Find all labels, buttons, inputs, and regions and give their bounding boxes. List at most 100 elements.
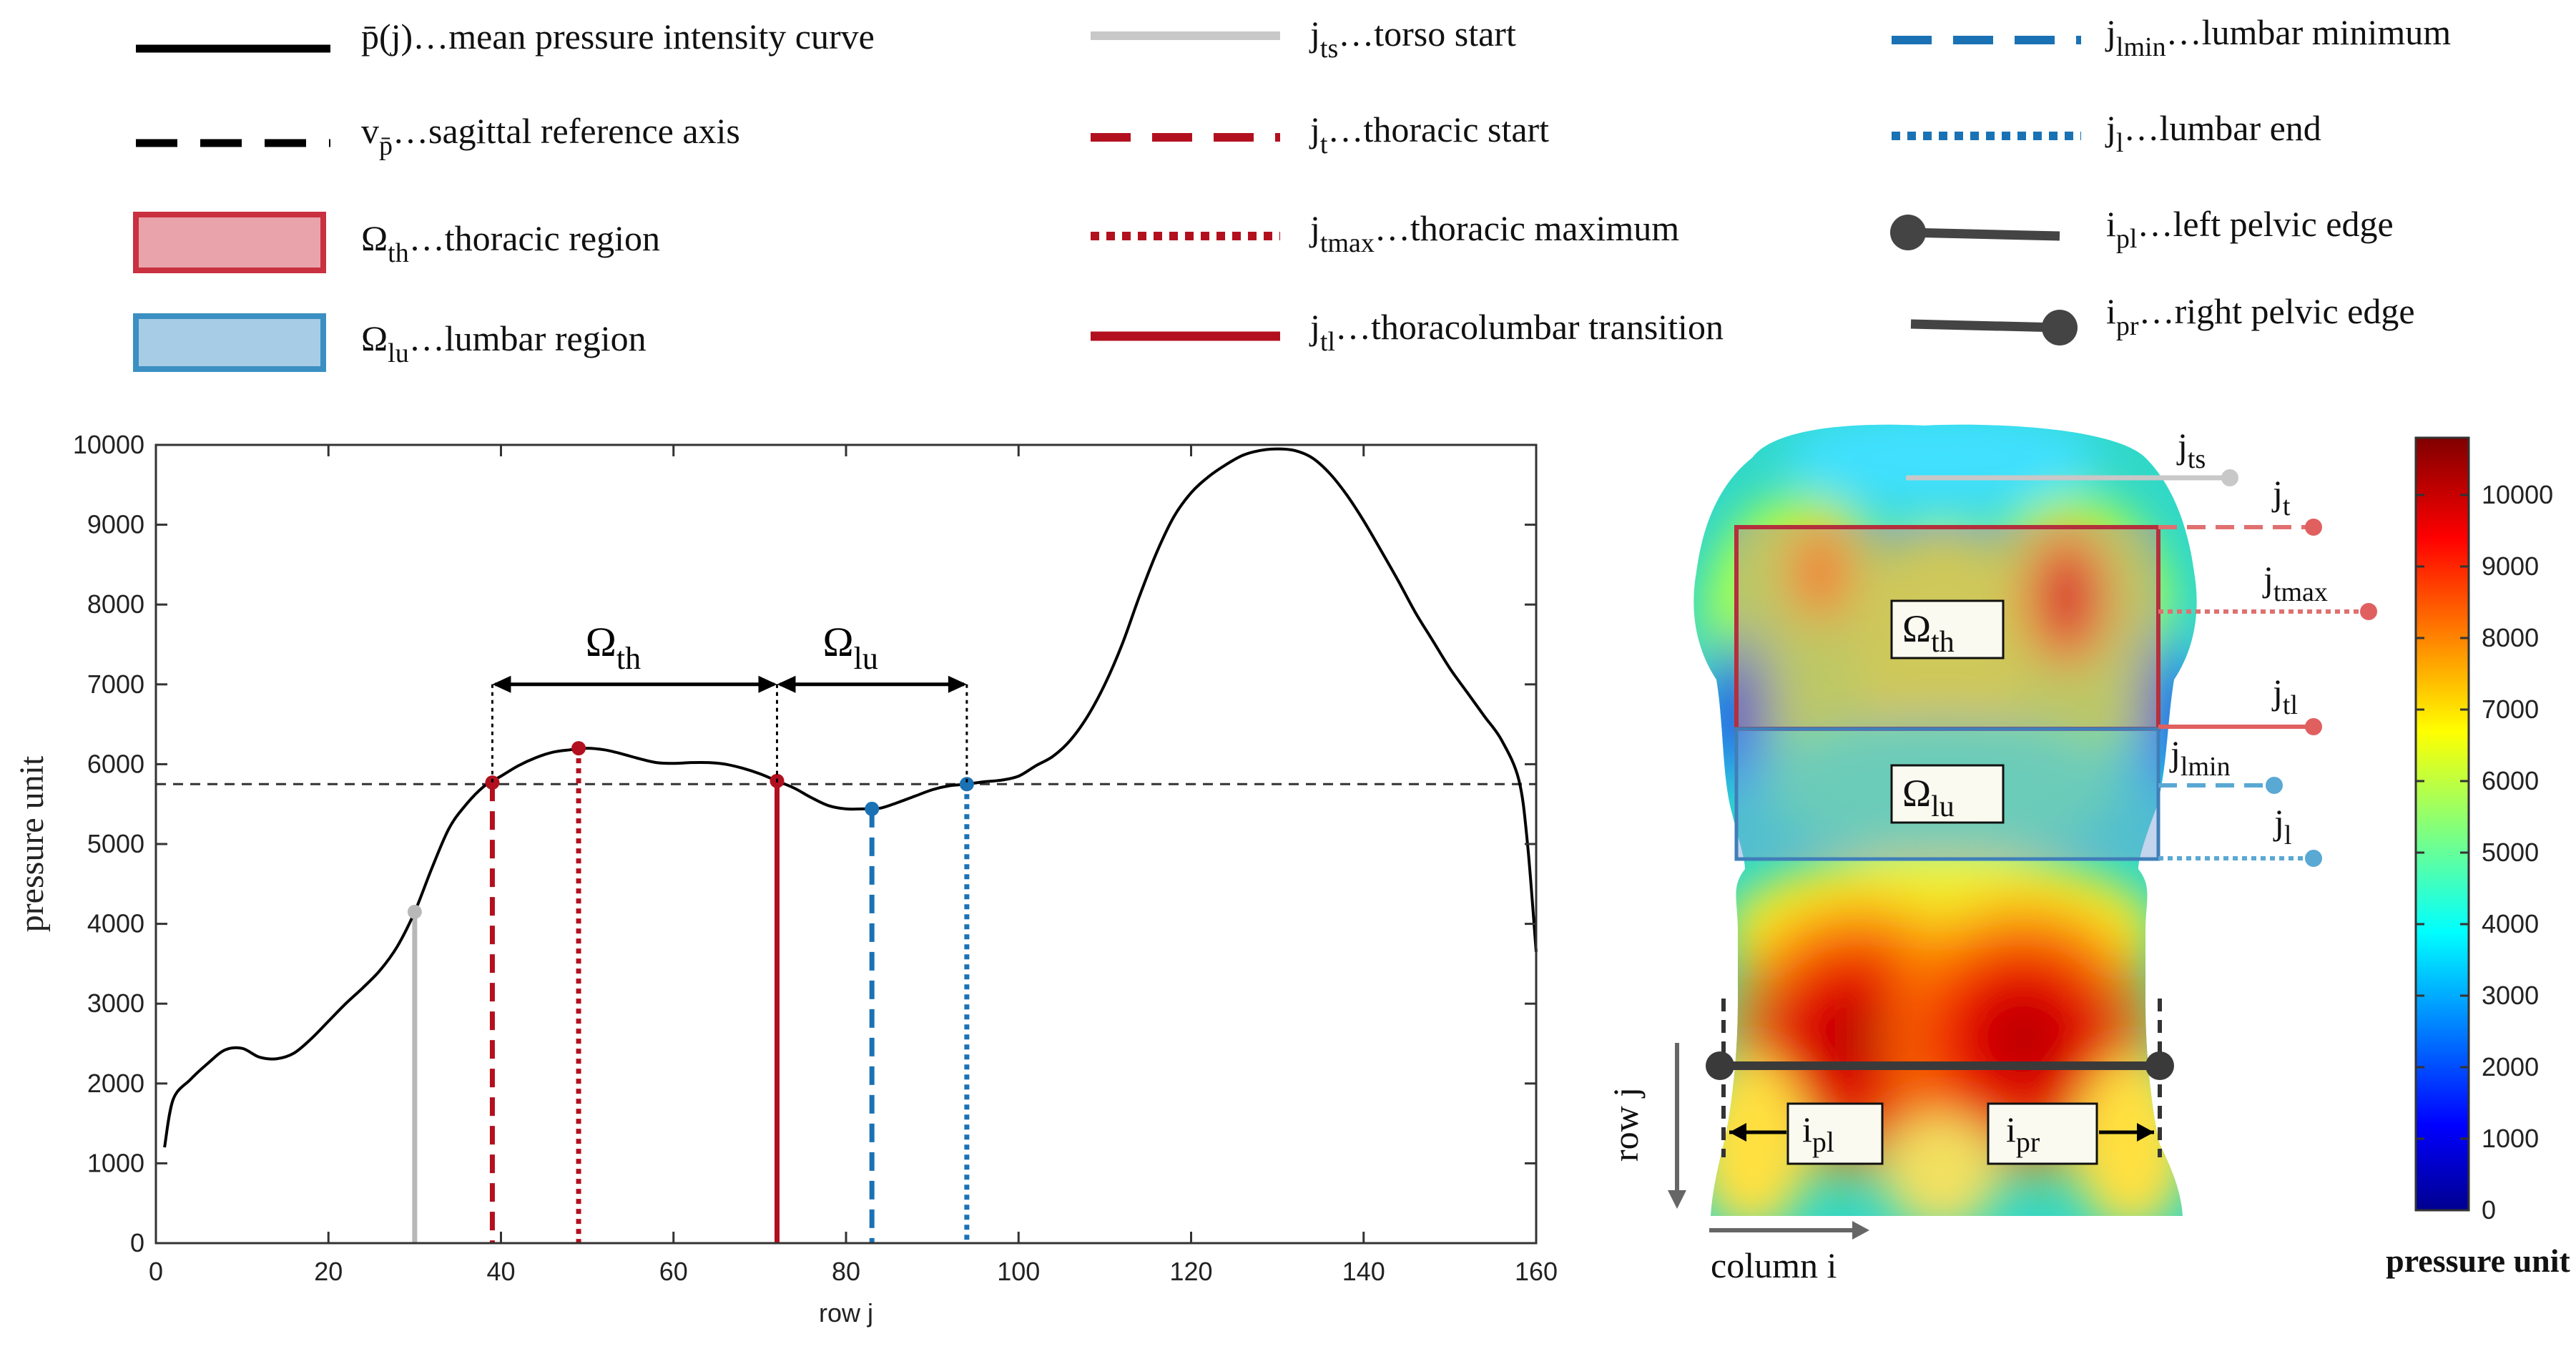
x-tick-label: 120 — [1169, 1257, 1212, 1286]
legend-swatch-left-pelvic-dot — [1890, 215, 1926, 250]
x-tick-label: 40 — [486, 1257, 515, 1286]
svg-text:jlmin…lumbar minimum: jlmin…lumbar minimum — [2105, 12, 2451, 62]
y-tick-label: 4000 — [87, 909, 144, 938]
legend-swatch-thoracic-region — [133, 212, 326, 273]
x-tick-label: 60 — [659, 1257, 688, 1286]
region-annotation-thoracic-region: Ωth — [491, 619, 778, 785]
marker-point-thoracic-maximum — [571, 741, 586, 756]
heatmap-jlmin-marker: jlmin — [2158, 733, 2283, 794]
legend-entry-lumbar-end: jl…lumbar end — [1892, 108, 2321, 158]
svg-text:jl…lumbar end: jl…lumbar end — [2105, 108, 2321, 158]
y-tick-label: 8000 — [87, 589, 144, 619]
svg-text:jl: jl — [2273, 802, 2291, 850]
row-direction-arrow: row j — [1606, 1043, 1686, 1209]
legend-entry-thoracic-maximum: jtmax…thoracic maximum — [1091, 208, 1679, 258]
heatmap-body — [1693, 424, 2197, 1216]
plot-area — [156, 445, 1536, 1243]
heatmap-ipl-label: i — [1802, 1109, 1812, 1149]
svg-text:vp̄…sagittal reference axis: vp̄…sagittal reference axis — [361, 111, 740, 161]
svg-text:jts: jts — [2176, 426, 2206, 474]
legend-label-lumbar-minimum: j — [2105, 12, 2116, 52]
y-axis-label: pressure unit — [13, 755, 51, 932]
colorbar-ticks: 0 1000 2000 3000 4000 5000 6000 7000 8000 9000 100… — [2416, 480, 2553, 1225]
colorbar-tick-label: 3000 — [2482, 981, 2539, 1010]
legend-desc-lumbar-minimum: …lumbar minimum — [2166, 12, 2452, 52]
colorbar: 0 1000 2000 3000 4000 5000 6000 7000 8000 9000 100… — [2386, 436, 2571, 1279]
legend-desc-lumbar-end: …lumbar end — [2123, 108, 2321, 148]
svg-text:jtmax: jtmax — [2262, 559, 2328, 607]
legend-label-left-pelvic-edge: i — [2106, 204, 2116, 244]
heatmap-jtl-label: j — [2271, 672, 2283, 712]
legend-sub-thoracic-maximum: tmax — [1320, 228, 1375, 258]
marker-points-layer — [407, 741, 974, 919]
svg-text:jts…torso start: jts…torso start — [1309, 14, 1516, 64]
pressure-heatmap: Ωth Ωlu jts jt jtmax jtl — [1606, 424, 2377, 1285]
heatmap-jt-marker: jt — [2158, 473, 2322, 536]
svg-text:jt…thoracic start: jt…thoracic start — [1309, 109, 1549, 160]
heatmap-omega-th-box: Ωth — [1890, 599, 2005, 659]
region-label-sub: th — [616, 641, 641, 676]
legend-label-thoracic-region: Ω — [361, 218, 388, 258]
region-annotations: Ωth Ωlu — [491, 619, 968, 785]
legend-entry-sagittal-axis: vp̄…sagittal reference axis — [136, 111, 740, 161]
y-axis-ticks: 0 1000 2000 3000 4000 5000 6000 7000 8000 9000 100… — [73, 430, 1536, 1257]
x-tick-label: 80 — [832, 1257, 860, 1286]
legend-label-right-pelvic-edge: i — [2106, 291, 2116, 331]
legend-entry-thoracolumbar-transition: jtl…thoracolumbar transition — [1091, 307, 1724, 357]
legend-desc-thoracic-region: …thoracic region — [409, 218, 660, 258]
y-tick-label: 1000 — [87, 1148, 144, 1177]
region-label-symbol: Ω — [586, 619, 616, 665]
legend-desc-torso-start: …torso start — [1338, 14, 1516, 54]
legend-swatch-lumbar-region — [133, 313, 326, 372]
legend-entry-lumbar-region: Ωlu…lumbar region — [133, 313, 647, 372]
region-annotation-lumbar-region: Ωlu — [776, 619, 968, 785]
y-tick-label: 9000 — [87, 510, 144, 539]
heatmap-omega-lu-sub: lu — [1931, 790, 1955, 823]
legend-desc-left-pelvic-edge: …left pelvic edge — [2137, 204, 2393, 244]
region-arrowhead-right — [948, 675, 967, 693]
colorbar-tick-label: 4000 — [2482, 909, 2539, 938]
heatmap-jl-marker: jl — [2158, 802, 2322, 867]
heatmap-jl-label: j — [2273, 802, 2284, 842]
colorbar-tick-label: 0 — [2482, 1195, 2496, 1225]
y-tick-label: 5000 — [87, 829, 144, 858]
heatmap-jts-label: j — [2176, 426, 2188, 466]
legend-label-sagittal-axis: v — [361, 111, 379, 151]
legend-desc-thoracic-maximum: …thoracic maximum — [1375, 208, 1679, 248]
colorbar-tick-label: 1000 — [2482, 1124, 2539, 1153]
svg-text:ipl…left pelvic edge: ipl…left pelvic edge — [2106, 204, 2394, 254]
heatmap-jts-marker: jts — [1906, 426, 2238, 486]
legend-entry-torso-start: jts…torso start — [1091, 14, 1516, 64]
legend-swatch-left-pelvic-edge — [1907, 227, 2060, 241]
region-label-thoracic-region: Ωth — [586, 619, 641, 676]
svg-text:Ωth: Ωth — [1902, 607, 1955, 659]
y-tick-label: 6000 — [87, 749, 144, 778]
svg-text:ipr…right pelvic edge: ipr…right pelvic edge — [2106, 291, 2415, 341]
legend-label-lumbar-end: j — [2105, 108, 2116, 148]
legend-sub-lumbar-minimum: lmin — [2116, 32, 2166, 62]
legend-desc-lumbar-region: …lumbar region — [409, 318, 647, 358]
legend-sub-thoracic-region: th — [388, 238, 409, 268]
mean-pressure-curve — [163, 447, 1538, 1148]
legend-entry-left-pelvic-edge: ipl…left pelvic edge — [1890, 204, 2394, 254]
legend-sub-sagittal-axis: p̄ — [379, 131, 393, 161]
svg-text:jtl: jtl — [2271, 672, 2298, 720]
legend-sub-left-pelvic-edge: pl — [2116, 224, 2138, 254]
svg-text:jtmax…thoracic maximum: jtmax…thoracic maximum — [1309, 208, 1679, 258]
colorbar-gradient — [2414, 436, 2470, 1212]
svg-text:Ωlu…lumbar region: Ωlu…lumbar region — [361, 318, 647, 368]
legend-entry-mean-curve: p̄(j)…mean pressure intensity curve — [136, 16, 875, 57]
colorbar-tick-label: 9000 — [2482, 551, 2539, 581]
heatmap-ipl-box: ipl — [1786, 1102, 1884, 1165]
legend-entry-thoracic-region: Ωth…thoracic region — [133, 212, 660, 273]
column-direction-arrow: column i — [1709, 1221, 1869, 1285]
heatmap-jl-sub: l — [2284, 820, 2292, 850]
colorbar-tick-label: 8000 — [2482, 623, 2539, 652]
legend-label-thoracic-start: j — [1309, 109, 1320, 149]
legend-desc-sagittal-axis: …sagittal reference axis — [393, 111, 740, 151]
colorbar-tick-label: 7000 — [2482, 695, 2539, 724]
svg-text:Ωth…thoracic region: Ωth…thoracic region — [361, 218, 660, 268]
legend-label-lumbar-region: Ω — [361, 318, 388, 358]
marker-point-thoracic-start — [485, 775, 500, 790]
